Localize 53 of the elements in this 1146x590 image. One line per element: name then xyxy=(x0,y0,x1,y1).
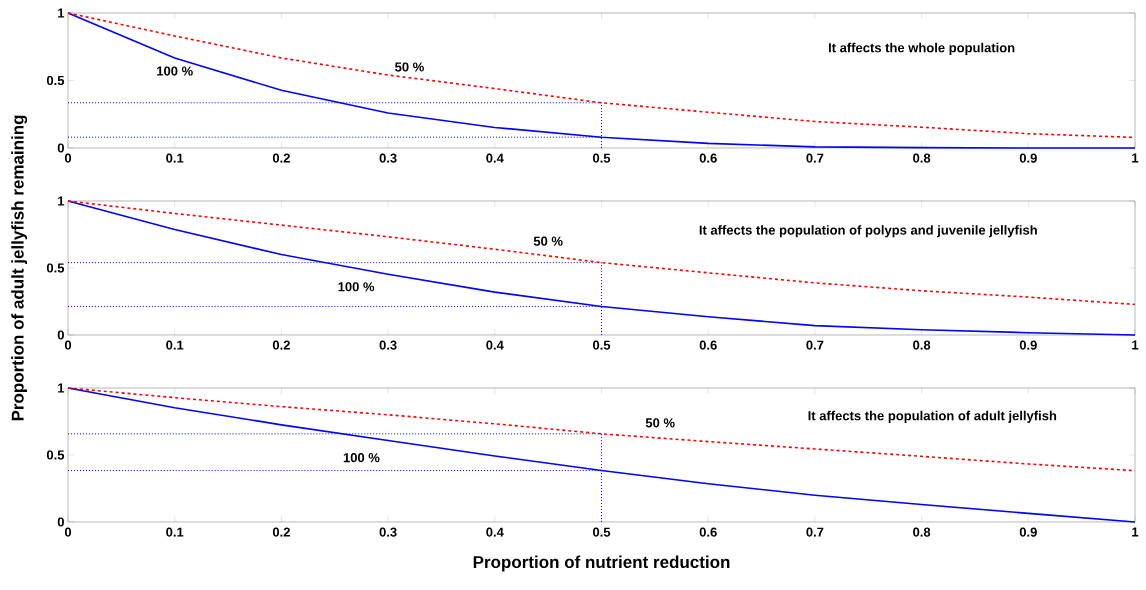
x-tick-label: 0.9 xyxy=(1019,527,1037,537)
line-series xyxy=(67,200,1136,336)
x-tick-label: 0.5 xyxy=(592,340,611,350)
x-tick-label: 0.2 xyxy=(272,153,290,163)
x-tick-label: 0.6 xyxy=(699,340,717,350)
text: It affects the population of polyps and juvenile jellyfish xyxy=(699,225,1037,238)
series-label: 100 % xyxy=(343,453,380,463)
x-tick-label: 0.1 xyxy=(166,527,184,537)
y-tick-label: 1 xyxy=(58,8,65,18)
text: It affects the population of adult jellyfish xyxy=(808,410,1057,423)
text: It affects the whole population xyxy=(828,42,1015,55)
x-tick-label: 0.4 xyxy=(486,527,504,537)
x-tick-label: 1 xyxy=(1132,527,1139,537)
x-tick-label: 0.5 xyxy=(592,527,611,537)
x-tick-label: 0.5 xyxy=(592,153,611,163)
y-tick-label: 0 xyxy=(57,143,64,153)
y-axis-title: Proportion of adult jellyfish remaining xyxy=(11,115,28,421)
y-tick-label: 1 xyxy=(58,196,65,206)
y-tick-label: 0.5 xyxy=(46,75,65,86)
series-label: 50 % xyxy=(533,236,563,246)
x-tick-label: 0.2 xyxy=(272,527,290,537)
series-label: 50 % xyxy=(645,418,675,428)
x-tick-label: 0.1 xyxy=(166,340,184,350)
y-tick-label: 0 xyxy=(57,517,64,527)
x-tick-label: 0.9 xyxy=(1019,340,1037,350)
x-tick-label: 0.2 xyxy=(272,340,290,350)
x-tick-label: 0.3 xyxy=(379,527,397,537)
x-tick-label: 1 xyxy=(1132,153,1139,163)
x-tick-label: 0.7 xyxy=(806,340,824,350)
x-tick-label: 0.8 xyxy=(913,340,931,350)
y-tick-label: 0 xyxy=(57,330,64,340)
y-tick-label: 0.5 xyxy=(46,450,65,460)
x-tick-label: 0.6 xyxy=(699,153,717,163)
series-label: 50 % xyxy=(395,62,424,72)
x-tick-label: 0.7 xyxy=(806,527,824,537)
x-tick-label: 0.7 xyxy=(806,153,824,163)
x-tick-label: 0.4 xyxy=(486,340,504,350)
line-series xyxy=(67,387,1136,523)
x-tick-label: 1 xyxy=(1132,340,1139,350)
y-tick-label: 1 xyxy=(58,383,65,393)
x-axis-title: Proportion of nutrient reduction xyxy=(473,555,730,572)
series-label: 100 % xyxy=(338,282,375,292)
series-label: 100 % xyxy=(157,66,193,76)
x-tick-label: 0.4 xyxy=(486,153,504,163)
x-tick-label: 0.1 xyxy=(166,153,184,163)
x-tick-label: 0.3 xyxy=(379,153,397,163)
x-tick-label: 0.6 xyxy=(699,527,717,537)
x-tick-label: 0.8 xyxy=(913,153,931,163)
x-tick-label: 0.9 xyxy=(1019,153,1037,163)
x-tick-label: 0.8 xyxy=(913,527,931,537)
line-series xyxy=(67,200,1136,306)
y-tick-label: 0.5 xyxy=(46,263,65,273)
x-tick-label: 0.3 xyxy=(379,340,397,350)
